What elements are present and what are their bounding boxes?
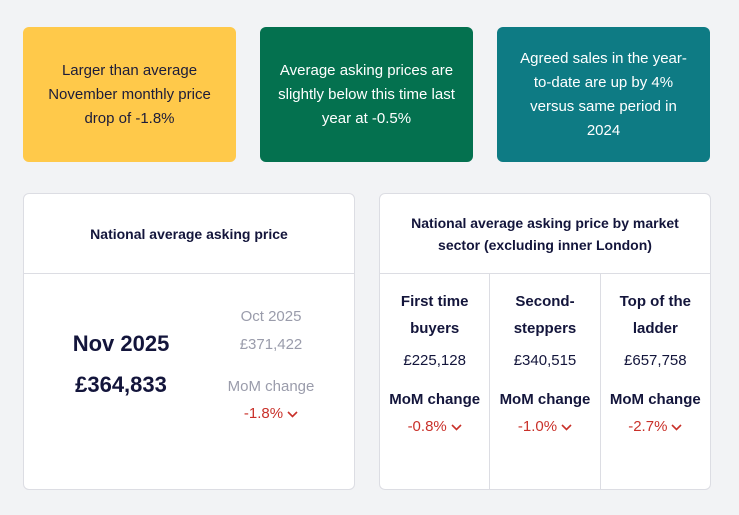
sector-mom-text: -1.0% [517, 418, 558, 435]
insight-card-annual-price: Average asking prices are slightly below… [260, 27, 473, 162]
chevron-down-icon [671, 423, 682, 431]
mom-change-value: -1.8% [201, 405, 341, 422]
insight-card-price-drop: Larger than average November monthly pri… [23, 27, 236, 162]
sector-price: £657,758 [624, 352, 687, 369]
sector-name: First time buyers [400, 293, 469, 337]
insight-card-agreed-sales: Agreed sales in the year-to-date are up … [497, 27, 710, 162]
mom-change-text: -1.8% [243, 405, 284, 422]
sector-column-top-of-the-ladder: Top of the ladder £657,758 MoM change -2… [601, 274, 710, 489]
sector-mom-label: MoM change [609, 391, 701, 408]
market-sector-panel: National average asking price by market … [379, 193, 711, 490]
sector-mom-value: -0.8% [380, 415, 489, 439]
chevron-down-icon [287, 410, 298, 418]
insight-text: Average asking prices are slightly below… [278, 61, 455, 127]
sector-name: Second-steppers [513, 293, 577, 337]
panel-title: National average asking price [24, 194, 354, 274]
sector-mom-text: -0.8% [407, 418, 447, 435]
sector-column-second-steppers: Second-steppers £340,515 MoM change -1.0… [490, 274, 601, 489]
sector-mom-label: MoM change [499, 391, 591, 408]
previous-month-label: Oct 2025 [240, 308, 302, 325]
chevron-down-icon [451, 423, 462, 431]
panel-title: National average asking price by market … [380, 194, 710, 274]
sector-mom-value: -1.0% [490, 415, 599, 439]
national-average-panel: National average asking price Nov 2025 £… [23, 193, 355, 490]
sector-name: Top of the ladder [619, 293, 691, 337]
insight-text: Larger than average November monthly pri… [48, 61, 211, 127]
insight-text: Agreed sales in the year-to-date are up … [520, 49, 687, 139]
chevron-down-icon [561, 423, 572, 431]
sector-price: £340,515 [513, 352, 577, 369]
current-month-label: Nov 2025 [72, 331, 170, 356]
sector-mom-label: MoM change [389, 391, 481, 408]
previous-month-value: £371,422 [239, 336, 303, 353]
sector-columns: First time buyers £225,128 MoM change -0… [380, 274, 710, 489]
sector-mom-text: -2.7% [628, 418, 668, 435]
sector-price: £225,128 [403, 352, 466, 369]
sector-mom-value: -2.7% [601, 415, 710, 439]
current-month-value: £364,833 [75, 372, 167, 397]
mom-change-label: MoM change [227, 378, 315, 395]
sector-column-first-time-buyers: First time buyers £225,128 MoM change -0… [380, 274, 491, 489]
